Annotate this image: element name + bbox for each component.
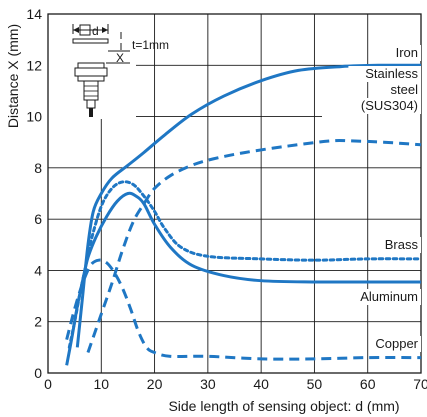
series-label-bg [348,66,421,82]
series-label-2: Stainless [365,66,418,81]
y-tick-label: 12 [26,57,42,73]
plot-frame [47,13,422,374]
x-axis-title: Side length of sensing object: d (mm) [168,398,399,414]
series-lines [65,63,423,366]
y-tick-label: 2 [34,314,42,330]
x-tick-label: 60 [360,376,376,392]
inset-sensor-cable [89,108,93,117]
x-tick-label: 40 [253,376,269,392]
x-tick-label: 50 [307,376,323,392]
y-tick-label: 4 [34,262,42,278]
grid [48,14,421,373]
inset-d-arrow-right [102,27,108,33]
series-line-3 [67,180,423,349]
inset-sensor-body [83,80,99,101]
series-label-3: Brass [385,237,419,252]
series-label-2: steel [391,82,419,97]
inset-d-arrow-left [73,27,79,33]
inset-thickness-label: t=1mm [132,38,169,52]
series-label-bg [385,45,421,61]
x-tick-label: 30 [200,376,216,392]
series-label-bg [355,98,421,114]
series-label-2: (SUS304) [361,98,418,113]
y-tick-label: 0 [34,365,42,381]
x-ticks: 0 10 20 30 40 50 60 70 [44,376,427,392]
inset-sensor-nut [74,67,108,77]
y-tick-label: 10 [26,109,42,125]
inset-target-plate [72,38,109,44]
series-label-bg [370,336,421,352]
sensor-inset: d t=1mm X [56,20,169,119]
series-line-5 [65,258,422,361]
inset-square-symbol [79,24,91,36]
inset-d-label: d [92,24,99,38]
x-tick-label: 0 [44,376,52,392]
y-tick-label: 8 [34,160,42,176]
x-tick-label: 10 [93,376,109,392]
series-line-4 [65,191,421,366]
series-label-bg [355,289,421,305]
series-line-1 [75,63,422,348]
plot-area: 0 10 20 30 40 50 60 70 0 2 4 6 8 10 12 14 Iron Stainles… [26,6,427,392]
x-tick-label: 70 [413,376,427,392]
inset-distance-label: X [116,51,124,65]
inset-sensor-cable-boot [86,99,96,109]
series-line-2 [86,139,422,353]
y-ticks: 0 2 4 6 8 10 12 14 [26,6,42,381]
y-tick-label: 6 [34,211,42,227]
series-label-1: Iron [396,45,418,60]
y-axis-title: Distance X (mm) [5,24,21,128]
series-label-4: Aluminum [360,289,418,304]
series-label-bg [378,237,421,253]
y-tick-label: 14 [26,6,42,22]
series-label-5: Copper [375,336,418,351]
x-tick-label: 20 [147,376,163,392]
series-label-bg [378,82,421,98]
